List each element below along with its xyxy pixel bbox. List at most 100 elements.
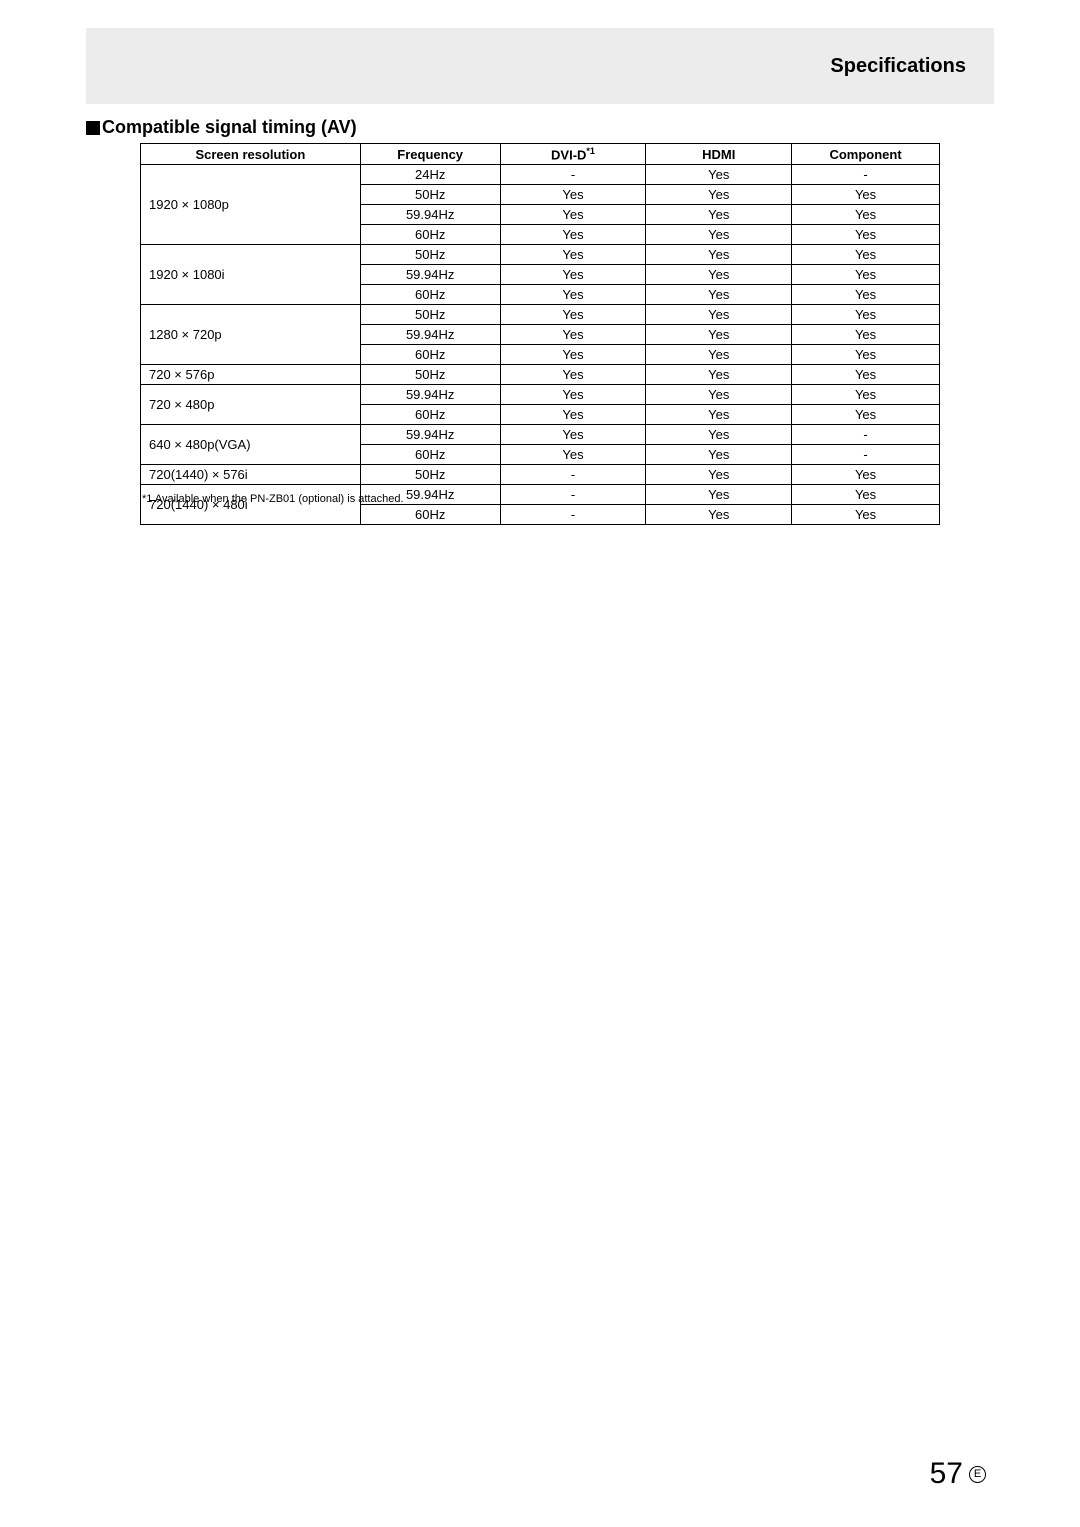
col-header-frequency: Frequency [360,144,500,165]
footnote: *1 Available when the PN-ZB01 (optional)… [142,493,404,505]
table-row: 1920 × 1080p24Hz-Yes- [141,165,940,185]
cell-frequency: 59.94Hz [360,425,500,445]
cell-component: Yes [792,305,940,325]
edition-badge: E [969,1466,986,1483]
cell-dvi: - [500,465,646,485]
cell-frequency: 50Hz [360,305,500,325]
cell-dvi: Yes [500,365,646,385]
cell-dvi: Yes [500,345,646,365]
cell-component: Yes [792,485,940,505]
cell-frequency: 59.94Hz [360,205,500,225]
cell-dvi: Yes [500,325,646,345]
table-row: 1280 × 720p50HzYesYesYes [141,305,940,325]
table-row: 720 × 576p50HzYesYesYes [141,365,940,385]
cell-hdmi: Yes [646,185,792,205]
cell-frequency: 50Hz [360,245,500,265]
cell-hdmi: Yes [646,505,792,525]
cell-frequency: 60Hz [360,505,500,525]
col-header-dvi: DVI-D*1 [500,144,646,165]
cell-frequency: 60Hz [360,405,500,425]
cell-component: Yes [792,465,940,485]
cell-hdmi: Yes [646,385,792,405]
table-row: 720(1440) × 576i50Hz-YesYes [141,465,940,485]
cell-frequency: 50Hz [360,465,500,485]
cell-component: Yes [792,365,940,385]
cell-dvi: Yes [500,185,646,205]
cell-dvi: - [500,485,646,505]
cell-hdmi: Yes [646,365,792,385]
col-header-dvi-main: DVI-D [551,147,586,162]
cell-component: Yes [792,385,940,405]
cell-component: Yes [792,245,940,265]
cell-resolution: 720 × 576p [141,365,361,385]
cell-component: Yes [792,225,940,245]
cell-hdmi: Yes [646,425,792,445]
cell-hdmi: Yes [646,445,792,465]
cell-frequency: 50Hz [360,365,500,385]
cell-dvi: Yes [500,205,646,225]
table-row: 1920 × 1080i50HzYesYesYes [141,245,940,265]
col-header-dvi-sup: *1 [586,146,595,156]
cell-resolution: 640 × 480p(VGA) [141,425,361,465]
table-row: 720 × 480p59.94HzYesYesYes [141,385,940,405]
header-title: Specifications [830,55,966,78]
page-number: 57 E [930,1457,986,1491]
section-heading: Compatible signal timing (AV) [86,117,357,138]
col-header-resolution: Screen resolution [141,144,361,165]
cell-hdmi: Yes [646,325,792,345]
cell-dvi: Yes [500,425,646,445]
col-header-hdmi: HDMI [646,144,792,165]
cell-hdmi: Yes [646,405,792,425]
cell-frequency: 24Hz [360,165,500,185]
cell-frequency: 50Hz [360,185,500,205]
signal-timing-table-wrap: Screen resolution Frequency DVI-D*1 HDMI… [140,143,940,525]
col-header-component: Component [792,144,940,165]
cell-dvi: Yes [500,385,646,405]
cell-frequency: 59.94Hz [360,265,500,285]
cell-component: - [792,425,940,445]
cell-hdmi: Yes [646,205,792,225]
table-body: 1920 × 1080p24Hz-Yes-50HzYesYesYes59.94H… [141,165,940,525]
cell-resolution: 1920 × 1080i [141,245,361,305]
cell-frequency: 60Hz [360,445,500,465]
cell-component: Yes [792,205,940,225]
cell-component: Yes [792,405,940,425]
cell-hdmi: Yes [646,305,792,325]
cell-component: Yes [792,325,940,345]
cell-dvi: Yes [500,405,646,425]
cell-hdmi: Yes [646,285,792,305]
cell-dvi: Yes [500,285,646,305]
cell-hdmi: Yes [646,485,792,505]
cell-dvi: - [500,165,646,185]
cell-dvi: Yes [500,225,646,245]
cell-component: - [792,165,940,185]
cell-frequency: 59.94Hz [360,325,500,345]
table-header-row: Screen resolution Frequency DVI-D*1 HDMI… [141,144,940,165]
signal-timing-table: Screen resolution Frequency DVI-D*1 HDMI… [140,143,940,525]
cell-hdmi: Yes [646,265,792,285]
cell-component: Yes [792,505,940,525]
cell-hdmi: Yes [646,245,792,265]
cell-frequency: 60Hz [360,345,500,365]
cell-frequency: 59.94Hz [360,385,500,405]
table-row: 640 × 480p(VGA)59.94HzYesYes- [141,425,940,445]
page-number-value: 57 [930,1457,963,1491]
cell-hdmi: Yes [646,165,792,185]
cell-frequency: 60Hz [360,285,500,305]
header-band: Specifications [86,28,994,104]
cell-resolution: 1920 × 1080p [141,165,361,245]
cell-resolution: 720(1440) × 576i [141,465,361,485]
cell-component: Yes [792,185,940,205]
cell-resolution: 720 × 480p [141,385,361,425]
cell-component: Yes [792,345,940,365]
cell-component: Yes [792,265,940,285]
cell-component: - [792,445,940,465]
bullet-square-icon [86,121,100,135]
cell-dvi: Yes [500,445,646,465]
cell-dvi: - [500,505,646,525]
section-heading-text: Compatible signal timing (AV) [102,117,357,138]
cell-dvi: Yes [500,305,646,325]
cell-component: Yes [792,285,940,305]
cell-resolution: 1280 × 720p [141,305,361,365]
cell-hdmi: Yes [646,465,792,485]
